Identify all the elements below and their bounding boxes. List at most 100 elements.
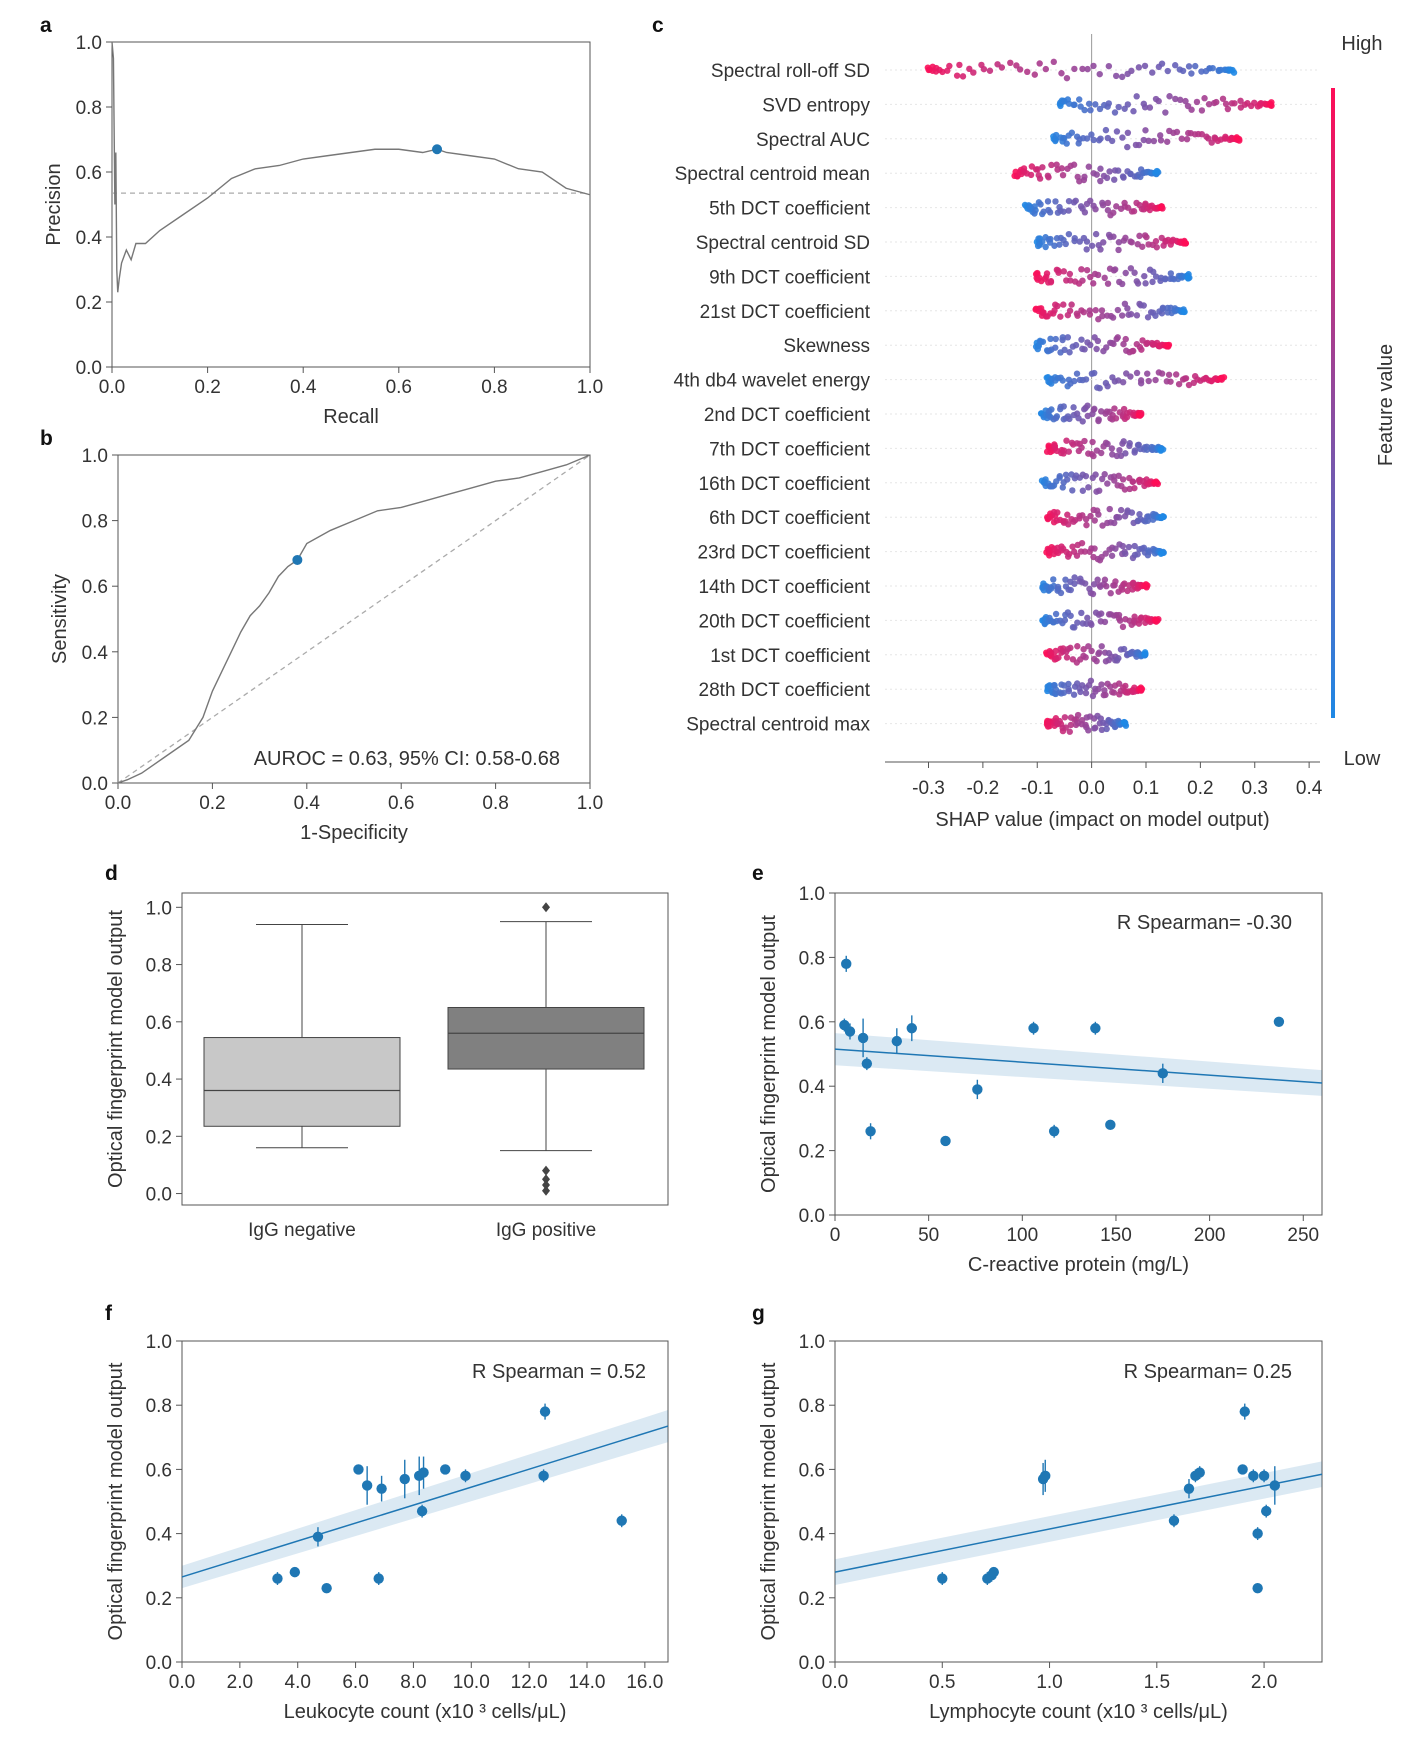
shap-point [1119,623,1127,631]
shap-point [986,67,994,74]
shap-point [939,68,946,76]
data-point [538,1470,549,1482]
data-point [361,1480,373,1491]
shap-point [1052,414,1060,422]
shap-point [1142,280,1149,287]
shap-point [1090,452,1097,460]
shap-point [1101,576,1109,583]
shap-point [1044,172,1052,180]
shap-point [1134,551,1141,558]
shap-point [1150,268,1157,276]
shap-point [1109,314,1117,321]
shap-point [1113,128,1121,135]
shap-point [1219,95,1227,102]
x-tick-label: 0.6 [386,377,412,398]
shap-point [1131,484,1138,492]
operating-point-marker [432,144,443,155]
shap-point [1060,450,1067,457]
shap-point [1084,65,1091,73]
shap-point [1048,161,1055,169]
shap-point [1173,371,1180,378]
shap-point [1052,335,1059,343]
shap-point [1157,132,1164,139]
x-tick-label: 0.4 [290,377,317,398]
shap-point [1172,62,1179,69]
panel-f-leukocyte-scatter: 0.0 2.0 4.0 6.0 8.0 10.0 12.0 14.0 16.0 0.0 0.2 0.4… [105,1332,669,1723]
shap-point [1097,246,1104,253]
shap-point [1099,312,1106,320]
confidence-band [835,1033,1322,1096]
shap-point [1116,617,1124,624]
feature-label: Spectral centroid max [686,715,870,736]
shap-point [1158,370,1166,377]
shap-point [1160,513,1167,521]
shap-point [1118,586,1126,593]
shap-point [1043,270,1051,277]
y-tick-label: 0.8 [799,1396,825,1417]
shap-point [953,72,961,79]
shap-point [1096,649,1103,656]
shap-point [1123,413,1131,421]
x-tick-label: 0.8 [482,793,508,814]
shap-point [1065,197,1073,205]
data-point [891,1035,903,1047]
shap-point [1067,644,1074,652]
shap-point [1039,338,1047,345]
panel-d-boxplot: 0.0 0.2 0.4 0.6 0.8 1.0 Optical fingerprint mo… [105,892,669,1241]
feature-label: Spectral centroid SD [696,233,870,254]
shap-point [1167,378,1174,385]
shap-point [1122,269,1129,277]
shap-point [1104,280,1112,287]
shap-point [1061,346,1068,354]
shap-point [1205,100,1213,108]
shap-point [1119,173,1127,180]
shap-point [1158,60,1166,67]
data-point [1252,1582,1263,1594]
shap-point [1034,166,1041,173]
y-tick-label: 0.8 [146,956,172,977]
shap-point [1069,487,1076,494]
data-point [1269,1480,1281,1491]
shap-point [1183,136,1191,143]
shap-point [1007,59,1014,67]
shap-point [1193,98,1201,106]
shap-point [1080,308,1088,316]
shap-point [1111,109,1119,116]
shap-point [1053,161,1060,168]
data-point [906,1023,917,1034]
shap-point [1059,171,1067,179]
shap-point [1031,71,1038,78]
shap-point [1081,580,1089,587]
shap-point [1087,677,1095,684]
shap-point [1185,63,1193,70]
shap-point [1150,137,1158,145]
shap-point [1166,93,1173,100]
shap-point [1034,269,1041,277]
shap-point [1145,137,1152,145]
shap-point [1062,576,1069,583]
spearman-annotation: R Spearman= -0.30 [1117,912,1292,934]
shap-point [1135,620,1143,627]
shap-point [1063,74,1071,82]
shap-point [1145,547,1152,554]
y-axis-label: Optical fingerprint model output [105,1362,127,1640]
shap-point [1128,239,1135,246]
shap-point [1108,137,1116,145]
shap-point [1058,165,1065,172]
panel-label-d: d [105,862,118,885]
feature-label: 7th DCT coefficient [709,439,871,460]
shap-point [1081,173,1088,181]
feature-label: SVD entropy [762,95,870,116]
shap-point [1083,238,1091,245]
shap-point [1080,646,1087,653]
shap-point [1037,201,1044,208]
shap-point [1111,477,1118,484]
plot-frame [181,892,669,1206]
shap-point [1162,109,1169,116]
shap-point [1090,62,1097,70]
shap-point [1104,199,1112,207]
shap-point [1101,618,1109,626]
shap-point [1087,273,1094,281]
shap-point [1081,548,1089,555]
x-tick-label: 1.0 [577,377,603,398]
